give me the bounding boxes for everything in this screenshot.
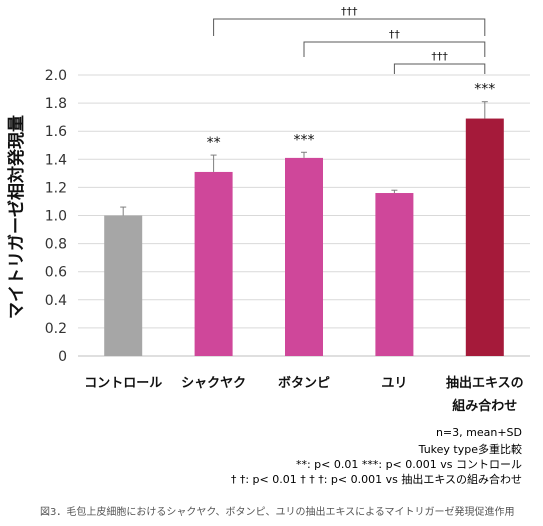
- x-tick-label-line2: 組み合わせ: [452, 398, 517, 414]
- y-tick-label: 1.0: [45, 209, 67, 225]
- note-significance-control: **: p< 0.01 ***: p< 0.001 vs コントロール: [295, 458, 522, 471]
- y-tick-label: 1.4: [45, 152, 67, 168]
- x-tick-label: コントロール: [84, 376, 162, 391]
- note-tukey: Tukey type多重比較: [418, 443, 522, 456]
- significance-label: ***: [474, 82, 495, 98]
- bar-chart: ** ****** †††††††† 00.20.40.60.81.01.21.4…: [6, 5, 530, 414]
- significance-label: **: [207, 135, 221, 151]
- comparison-label: ††: [389, 28, 401, 41]
- bar: [104, 215, 143, 356]
- bars: [104, 118, 504, 357]
- y-tick-label: 1.6: [45, 124, 67, 140]
- bar: [194, 171, 233, 356]
- x-tick-label: ユリ: [381, 376, 407, 391]
- y-tick-label: 2.0: [45, 68, 67, 84]
- note-n-sd: n=3, mean+SD: [435, 426, 522, 439]
- note-significance-combination: † †: p< 0.01 † † †: p< 0.001 vs 抽出エキスの組み…: [230, 473, 522, 486]
- y-tick-label: 1.2: [45, 180, 67, 196]
- y-tick-label: 0.4: [45, 293, 67, 309]
- comparison-bracket: [303, 41, 486, 57]
- y-tick-label: 0.6: [45, 265, 67, 281]
- significance-markers: ** ******: [207, 82, 496, 151]
- y-tick-label: 1.8: [45, 96, 67, 112]
- x-tick-label: 抽出エキスの: [446, 375, 524, 391]
- significance-label: ***: [294, 132, 315, 148]
- comparison-bracket: [213, 18, 486, 36]
- comparison-brackets: ††††††††: [213, 5, 486, 74]
- bar: [375, 193, 414, 356]
- y-tick-label: 0: [58, 349, 67, 365]
- figure-caption: 図3．毛包上皮細胞におけるシャクヤク、ボタンピ、ユリの抽出エキスによるマイトリガ…: [40, 507, 515, 518]
- y-tick-label: 0.8: [45, 237, 67, 253]
- y-tick-label: 0.2: [45, 321, 67, 337]
- x-tick-label: シャクヤク: [181, 376, 246, 391]
- comparison-bracket: [393, 63, 486, 74]
- x-tick-label: ボタンピ: [278, 375, 330, 391]
- x-tick-labels: コントロール シャクヤク ボタンピ ユリ 抽出エキスの組み合わせ: [84, 375, 523, 414]
- error-bars: [120, 101, 488, 216]
- y-tick-labels: 0 0.2 0.4 0.6 0.8 1.0 1.2 1.4 1.6 1.8 2.0: [45, 68, 67, 365]
- bar: [465, 118, 504, 357]
- y-axis-label: マイトリガーゼ相対発現量: [6, 115, 27, 319]
- comparison-label: †††: [341, 5, 358, 18]
- comparison-label: †††: [431, 50, 448, 63]
- bar: [285, 157, 323, 356]
